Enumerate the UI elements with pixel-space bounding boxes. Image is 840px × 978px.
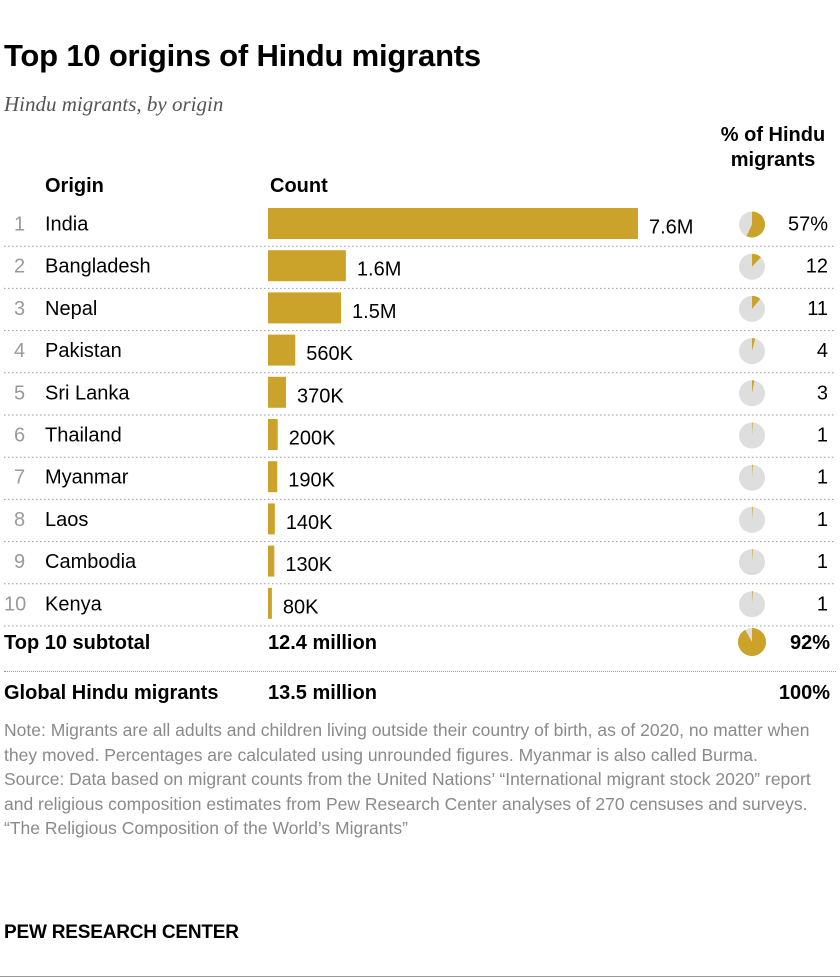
percent-pie-slice: [752, 295, 761, 309]
percent-label: 1: [817, 425, 828, 447]
rank-number: 3: [14, 298, 25, 320]
chart-body: 1 India 7.6M 57% 2 Bangladesh 1.6M 12 3 Nepal 1.5M…: [4, 208, 836, 656]
subtotal-count: 12.4 million: [268, 632, 377, 654]
rank-number: 8: [14, 509, 25, 531]
subtotal-label: Top 10 subtotal: [4, 632, 151, 654]
bar-cambodia: [268, 545, 275, 577]
percent-pie-slice: [752, 591, 753, 605]
percent-pie-slice: [746, 211, 766, 238]
rank-number: 7: [14, 467, 25, 489]
total-count: 13.5 million: [268, 682, 377, 704]
bar-value-label: 560K: [306, 343, 353, 365]
percent-label: 1: [817, 467, 828, 489]
origin-label: India: [45, 214, 89, 236]
brand-logo-text: PEW RESEARCH CENTER: [4, 922, 239, 943]
bar-value-label: 7.6M: [649, 217, 693, 239]
bar-myanmar: [268, 461, 278, 493]
rank-number: 9: [14, 551, 25, 573]
subtotal-pie-slice: [738, 628, 766, 656]
percent-label: 11: [807, 298, 828, 320]
total-percent: 100%: [778, 682, 830, 704]
bar-value-label: 190K: [288, 470, 335, 492]
notes-block: Note: Migrants are all adults and childr…: [4, 718, 834, 841]
bar-pakistan: [268, 334, 296, 366]
bar-value-label: 80K: [283, 596, 319, 618]
origin-label: Bangladesh: [45, 256, 151, 278]
bar-kenya: [268, 587, 272, 619]
rank-number: 1: [14, 214, 25, 236]
origin-label: Thailand: [45, 425, 122, 447]
chart-title: Top 10 origins of Hindu migrants: [4, 38, 481, 73]
bar-nepal: [268, 292, 342, 324]
chart-subtitle: Hindu migrants, by origin: [4, 92, 224, 116]
origin-label: Kenya: [45, 593, 103, 615]
percent-pie-slice: [752, 380, 755, 394]
percent-label: 1: [817, 551, 828, 573]
source-text: Source: Data based on migrant counts fro…: [4, 769, 811, 814]
total-divider: [4, 671, 836, 672]
bar-bangladesh: [268, 250, 346, 282]
percent-pie-slice: [752, 464, 753, 478]
column-header-origin: Origin: [45, 175, 104, 197]
percent-label: 4: [817, 340, 828, 362]
bar-value-label: 1.6M: [357, 259, 401, 281]
report-title: “The Religious Composition of the World’…: [4, 818, 408, 838]
column-header-count: Count: [270, 175, 328, 197]
origin-label: Laos: [45, 509, 88, 531]
subtotal-percent: 92%: [789, 632, 830, 654]
percent-pie-slice: [752, 549, 753, 563]
bar-value-label: 130K: [285, 554, 332, 576]
column-header-percent: % of Hindu migrants: [720, 124, 826, 171]
total-label: Global Hindu migrants: [4, 682, 219, 704]
percent-pie-slice: [752, 338, 756, 352]
bar-value-label: 1.5M: [352, 301, 396, 323]
origin-label: Nepal: [45, 298, 97, 320]
bar-value-label: 200K: [289, 428, 336, 450]
bar-laos: [268, 503, 275, 535]
origin-label: Cambodia: [45, 551, 137, 573]
percent-label: 1: [817, 593, 828, 615]
percent-label: 1: [817, 509, 828, 531]
bottom-rule: [0, 976, 840, 977]
rank-number: 4: [14, 340, 25, 362]
bar-value-label: 370K: [297, 385, 344, 407]
origin-label: Sri Lanka: [45, 382, 130, 404]
bar-value-label: 140K: [286, 512, 333, 534]
origin-label: Pakistan: [45, 340, 122, 362]
note-text: Note: Migrants are all adults and childr…: [4, 720, 810, 765]
percent-label: 12: [806, 256, 828, 278]
percent-pie-slice: [752, 422, 753, 436]
percent-pie-slice: [752, 506, 753, 520]
rank-number: 2: [14, 256, 25, 278]
bar-sri-lanka: [268, 376, 287, 408]
percent-label: 57%: [788, 214, 828, 236]
rank-number: 10: [4, 593, 26, 615]
bar-india: [268, 208, 638, 239]
percent-pie-slice: [752, 253, 761, 267]
rank-number: 6: [14, 425, 25, 447]
rank-number: 5: [14, 382, 25, 404]
bar-thailand: [268, 419, 278, 450]
percent-label: 3: [817, 382, 828, 404]
origin-label: Myanmar: [45, 467, 129, 489]
